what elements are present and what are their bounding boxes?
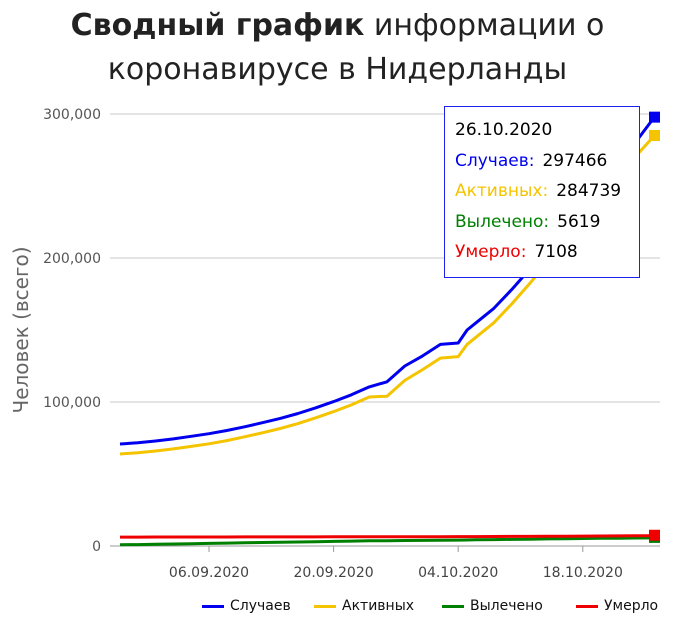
chart-title-line2: коронавирусе в Нидерланды	[107, 52, 568, 87]
legend-label-active: Активных	[342, 598, 415, 614]
x-tick-label: 20.09.2020	[294, 565, 374, 581]
tooltip-label-active: Активных:	[455, 181, 549, 201]
legend-item-active[interactable]: Активных	[314, 598, 414, 614]
tooltip-value-recovered: 5619	[557, 211, 601, 232]
tooltip-row-active: Активных: 284739	[455, 176, 639, 207]
chart-title: Сводный график информации о коронавирусе…	[0, 4, 675, 92]
legend-label-deaths: Умерло	[604, 598, 659, 614]
y-tick-label: 300,000	[43, 107, 101, 123]
tooltip-label-deaths: Умерло:	[455, 242, 527, 262]
tooltip-row-cases: Случаев: 297466	[455, 146, 639, 177]
chart-title-bold: Сводный график	[70, 8, 365, 43]
tooltip-value-deaths: 7108	[534, 242, 578, 262]
series-line-recovered	[119, 536, 655, 547]
series-marker-deaths	[649, 529, 660, 541]
series-line-deaths	[120, 534, 654, 539]
tooltip: 26.10.2020 Случаев: 297466 Активных: 28473…	[444, 106, 640, 278]
x-tick-label: 18.10.2020	[543, 565, 623, 581]
legend-swatch-recovered	[442, 604, 464, 608]
legend-label-recovered: Вылечено	[470, 598, 543, 614]
y-tick-label: 100,000	[43, 395, 101, 411]
tooltip-row-recovered: Вылечено: 5619	[455, 207, 639, 238]
legend-label-cases: Случаев	[230, 598, 291, 614]
y-axis-label: Человек (всего)	[9, 246, 33, 413]
legend-item-recovered[interactable]: Вылечено	[442, 598, 543, 614]
tooltip-value-cases: 297466	[542, 150, 608, 171]
legend-swatch-deaths	[576, 604, 598, 608]
tooltip-value-active: 284739	[556, 181, 622, 201]
legend-item-deaths[interactable]: Умерло	[576, 598, 658, 614]
series-marker-active	[649, 129, 660, 141]
series-marker-cases	[649, 111, 660, 123]
tooltip-label-cases: Случаев:	[455, 150, 535, 171]
tooltip-date: 26.10.2020	[455, 120, 553, 140]
x-tick-label: 06.09.2020	[169, 565, 249, 581]
y-tick-label: 200,000	[43, 251, 101, 267]
tooltip-row-deaths: Умерло: 7108	[455, 237, 639, 268]
legend-swatch-active	[314, 604, 336, 608]
chart-title-rest: информации о	[373, 8, 605, 43]
legend-swatch-cases	[202, 604, 224, 608]
x-tick-label: 04.10.2020	[418, 565, 498, 581]
legend-item-cases[interactable]: Случаев	[202, 598, 291, 614]
tooltip-label-recovered: Вылечено:	[455, 211, 550, 232]
y-tick-label: 0	[92, 539, 101, 555]
